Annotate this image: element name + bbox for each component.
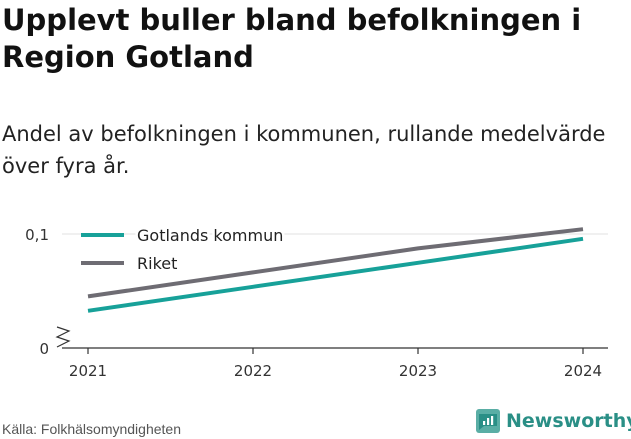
brand-logo[interactable]: Newsworthy (476, 409, 631, 433)
line-chart: 0 0,1 2021 2022 2023 2024 Gotlands kommun Rike… (25, 224, 608, 380)
x-tick-label: 2024 (564, 362, 602, 380)
x-tick-label: 2021 (69, 362, 107, 380)
y-tick-label: 0,1 (25, 226, 49, 244)
brand-name: Newsworthy (506, 410, 631, 432)
axis-break-icon (55, 326, 71, 348)
series-line (87, 236, 584, 313)
newsworthy-logo-icon (476, 409, 500, 433)
legend-label: Gotlands kommun (137, 226, 283, 245)
x-tick-label: 2023 (399, 362, 437, 380)
x-tick-label: 2022 (234, 362, 272, 380)
axes: 0 0,1 2021 2022 2023 2024 (25, 226, 608, 380)
series-lines (87, 227, 584, 313)
series-line (87, 227, 584, 299)
chart-title: Upplevt buller bland befolkningen i Regi… (2, 3, 582, 74)
chart-subtitle: Andel av befolkningen i kommunen, rullan… (2, 122, 606, 178)
y-tick-label: 0 (39, 340, 49, 358)
legend-label: Riket (137, 254, 177, 273)
source-note: Källa: Folkhälsomyndigheten (2, 421, 181, 437)
legend: Gotlands kommun Riket (81, 224, 286, 276)
